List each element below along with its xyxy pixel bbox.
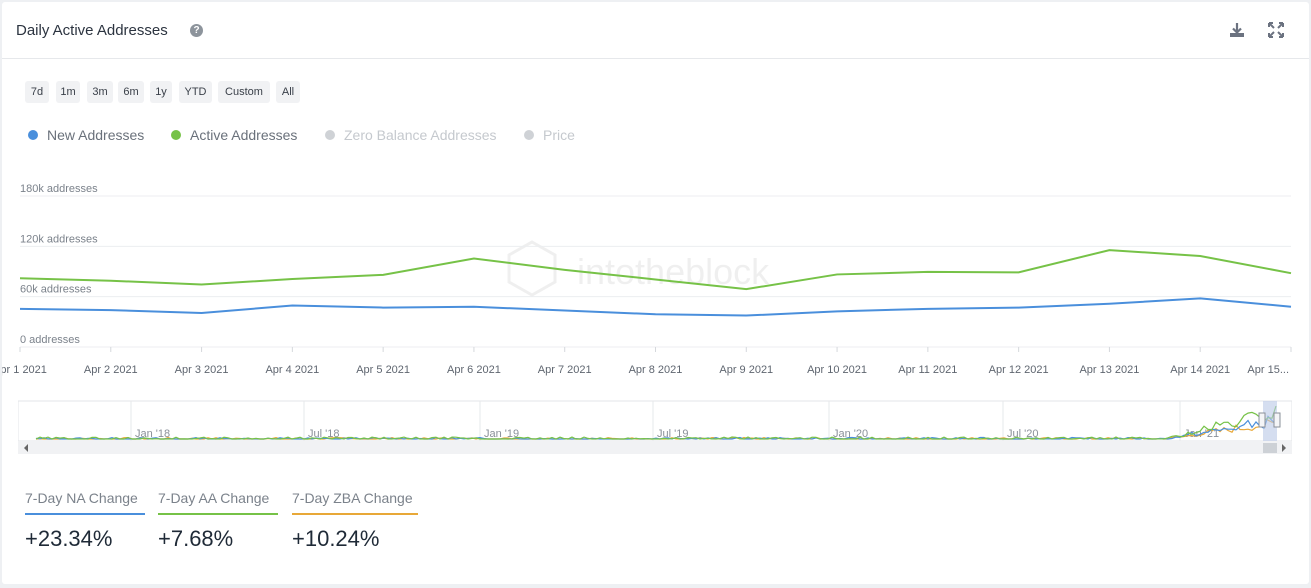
series-line-new-addresses [19,297,1292,317]
x-tick-label: Apr 10 2021 [807,364,867,376]
stat-aa-value: +7.68% [158,526,234,551]
line-chart[interactable]: intotheblock 180k addresses 120k addresses… [2,172,1309,382]
stat-na-label: 7-Day NA Change [25,490,138,506]
legend-label: Zero Balance Addresses [344,127,497,143]
x-tick-label: Apr 5 2021 [356,364,410,376]
download-icon[interactable] [1228,21,1246,39]
legend-dot [524,130,534,140]
range-navigator[interactable]: Jan '18 Jul '18 Jan '19 Jul '19 Jan '20 Jul '… [18,397,1292,457]
stat-zba-underline [292,513,418,515]
y-tick-label: 180k addresses [20,183,98,195]
navigator-label: Jul '19 [657,428,688,440]
stat-zba-label: 7-Day ZBA Change [292,490,413,506]
scroll-left-arrow-icon [24,444,28,452]
legend-dot [171,130,181,140]
range-6m-button[interactable]: 6m [118,81,144,103]
navigator-handle-right [1273,412,1281,428]
navigator-label: Jan '18 [135,428,170,440]
watermark: intotheblock [507,240,770,297]
y-tick-label: 60k addresses [20,284,92,296]
navigator-label: Jul '20 [1007,428,1038,440]
range-3m-button[interactable]: 3m [87,81,113,103]
stat-na-value: +23.34% [25,526,113,551]
watermark-logo [507,240,557,297]
x-tick-label: Apr 4 2021 [265,364,319,376]
x-tick-label: Apr 11 2021 [898,364,957,376]
range-custom-button[interactable]: Custom [218,81,270,103]
range-all-button[interactable]: All [276,81,300,103]
y-tick-label: 120k addresses [20,233,98,245]
stat-na-underline [25,513,145,515]
x-tick-label: Apr 7 2021 [538,364,592,376]
series-line-active-addresses [19,249,1292,291]
navigator-label: Jul '18 [308,428,339,440]
fullscreen-icon[interactable] [1267,21,1285,39]
scrollbar-thumb [1263,443,1277,453]
x-tick-label: Apr 9 2021 [719,364,773,376]
navigator-line-active [35,405,1277,440]
legend-label: Active Addresses [190,127,298,143]
x-tick-label: Apr 8 2021 [629,364,683,376]
x-tick-label: Apr 1 2021 [2,364,47,376]
x-tick-label: Apr 14 2021 [1170,364,1230,376]
card-header: Daily Active Addresses ? [2,2,1309,59]
range-1y-button[interactable]: 1y [150,81,172,103]
legend-label: Price [543,127,575,143]
stat-aa-underline [158,513,278,515]
legend-dot [28,130,38,140]
scroll-right-arrow-icon [1282,444,1286,452]
navigator-frame [18,400,1292,442]
legend-label: New Addresses [47,127,145,143]
range-7d-button[interactable]: 7d [25,81,49,103]
x-tick-label: Apr 15... [1247,364,1289,376]
stat-zba-value: +10.24% [292,526,380,551]
page-title: Daily Active Addresses [16,22,168,39]
y-tick-label: 0 addresses [20,334,80,346]
watermark-text: intotheblock [577,251,770,292]
stat-aa-label: 7-Day AA Change [158,490,270,506]
x-tick-label: Apr 2 2021 [84,364,138,376]
legend-dot [325,130,335,140]
range-ytd-button[interactable]: YTD [179,81,212,103]
navigator-selection [1263,401,1277,441]
navigator-handle-left [1258,412,1266,428]
range-1m-button[interactable]: 1m [56,81,80,103]
x-tick-label: Apr 3 2021 [175,364,229,376]
navigator-label: Jan '19 [484,428,519,440]
scrollbar-track [18,442,1292,454]
help-icon[interactable]: ? [190,24,203,37]
x-tick-label: Apr 12 2021 [989,364,1049,376]
x-tick-label: Apr 6 2021 [447,364,501,376]
x-tick-label: Apr 13 2021 [1079,364,1139,376]
